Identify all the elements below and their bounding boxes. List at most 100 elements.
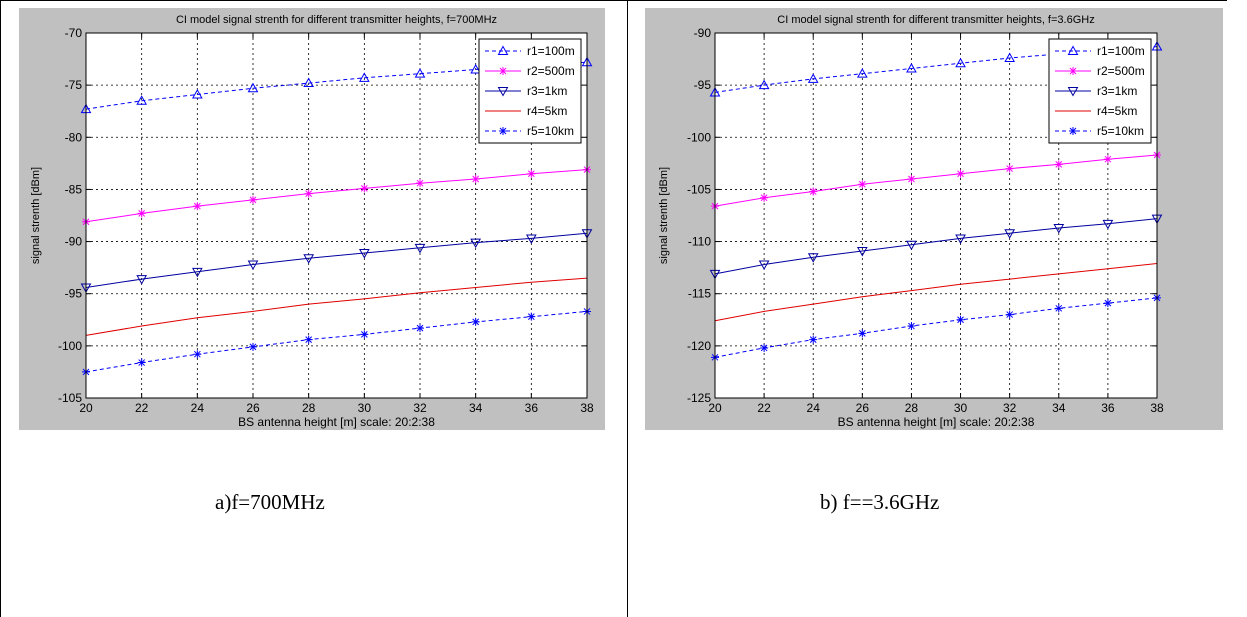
legend-marker [499, 67, 507, 75]
data-point [856, 246, 868, 257]
data-point [527, 312, 536, 321]
data-point [249, 342, 257, 351]
data-point [303, 254, 315, 264]
data-point [1004, 229, 1016, 239]
legend-marker [1069, 127, 1077, 135]
data-point [1053, 224, 1065, 234]
x-tick-label: 22 [135, 401, 149, 415]
data-point [858, 180, 867, 189]
series-line [85, 310, 588, 373]
series-r2 [82, 165, 591, 226]
data-point [955, 234, 966, 244]
data-point [247, 82, 259, 93]
data-point [303, 77, 315, 88]
data-point [525, 234, 537, 244]
x-tick-label: 34 [469, 401, 483, 415]
legend-label: r1=100m [527, 44, 575, 58]
x-tick-label: 32 [1003, 401, 1017, 415]
data-point [906, 240, 917, 251]
x-tick-label: 38 [1150, 401, 1164, 415]
chart-3-6ghz: 20 22 24 26 28 30 32 34 36 38 -90 -95 -100 -105 -110 -1… [645, 8, 1223, 430]
x-tick-label: 20 [79, 401, 93, 415]
y-tick-label: -95 [694, 78, 712, 92]
x-tick-label: 30 [954, 401, 968, 415]
data-point [1054, 304, 1063, 313]
x-tick-label: 20 [708, 401, 722, 415]
caption-3-6ghz: b) f==3.6GHz [820, 490, 940, 514]
data-point [416, 179, 424, 188]
x-tick-label: 30 [358, 401, 372, 415]
data-point [247, 260, 259, 271]
legend-marker [497, 87, 509, 97]
data-point [1054, 160, 1063, 169]
legend-label: r2=500m [527, 64, 575, 78]
data-point [906, 62, 917, 73]
y-tick-label: -120 [687, 339, 711, 353]
series-r4 [85, 277, 588, 336]
y-axis-label: signal strenth [dBm] [658, 167, 670, 264]
legend-label: r1=100m [1097, 44, 1145, 58]
data-point [193, 202, 202, 211]
y-tick-label: -115 [688, 287, 711, 301]
table-left-border [0, 0, 1, 617]
y-tick-label: -125 [687, 391, 711, 405]
data-point [471, 317, 480, 326]
legend-marker [1069, 67, 1077, 75]
data-point [304, 189, 313, 198]
series-line [714, 154, 1158, 207]
y-tick-label: -100 [58, 339, 82, 353]
data-point [414, 243, 426, 254]
x-tick-label: 38 [580, 401, 594, 415]
data-point [858, 329, 867, 338]
y-tick-label: -95 [65, 287, 83, 301]
chart-700mhz: 20 22 24 26 28 30 32 34 36 38 -70 -75 -80 -85 -90 -95 -1… [19, 8, 605, 430]
data-point [809, 335, 818, 344]
legend-marker [1067, 87, 1079, 97]
x-tick-label: 28 [905, 401, 919, 415]
data-point [136, 275, 148, 285]
series-line [85, 169, 588, 223]
data-point [191, 89, 203, 99]
data-point [360, 330, 369, 339]
series-r3 [709, 214, 1163, 280]
y-tick-label: -100 [687, 130, 711, 144]
data-point [758, 79, 770, 90]
axes-box [85, 32, 588, 399]
data-point [416, 324, 424, 333]
series-r4 [714, 263, 1158, 322]
y-tick-label: -105 [687, 182, 711, 196]
legend-label: r5=10km [1097, 124, 1144, 138]
data-point [956, 315, 965, 324]
data-point [1005, 310, 1014, 319]
x-tick-label: 24 [807, 401, 821, 415]
series-line [85, 277, 588, 336]
x-tick-label: 34 [1052, 401, 1066, 415]
data-point [191, 267, 203, 278]
data-point [1004, 52, 1016, 63]
data-point [907, 322, 916, 331]
data-point [470, 63, 482, 74]
data-point [470, 238, 482, 249]
data-point [807, 253, 819, 263]
data-point [809, 187, 818, 196]
table-middle-border [627, 0, 628, 617]
legend-label: r2=500m [1097, 64, 1145, 78]
y-tick-label: -90 [694, 26, 712, 40]
data-point [907, 175, 916, 183]
data-point [137, 209, 146, 218]
x-axis-label: BS antenna height [m] scale: 20:2:38 [238, 415, 435, 429]
data-point [758, 260, 770, 271]
y-tick-label: -70 [65, 26, 83, 40]
data-point [1103, 299, 1112, 308]
y-tick-label: -105 [58, 391, 82, 405]
data-point [1102, 219, 1114, 230]
legend: r1=100m r2=500m r3=1km r4=5km r5=10km [1048, 38, 1152, 144]
figure-cell-700mhz: 20 22 24 26 28 30 32 34 36 38 -70 -75 -80 -85 -90 -95 -1… [19, 8, 605, 514]
series-line [85, 232, 588, 288]
legend-label: r4=5km [527, 104, 567, 118]
legend: r1=100m r2=500m r3=1km r4=5km r5=10km [478, 38, 582, 144]
legend-label: r5=10km [527, 124, 574, 138]
table-top-border [0, 0, 1227, 1]
data-point [1005, 164, 1014, 173]
x-tick-label: 22 [757, 401, 771, 415]
